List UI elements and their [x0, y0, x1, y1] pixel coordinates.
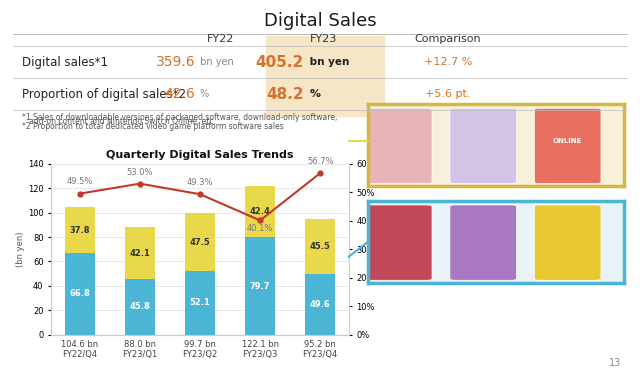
Y-axis label: (bn yen): (bn yen) — [16, 231, 25, 267]
Text: 405.2: 405.2 — [256, 55, 304, 70]
FancyBboxPatch shape — [450, 108, 516, 183]
Text: 52.1: 52.1 — [189, 298, 211, 308]
Text: 49.5%: 49.5% — [67, 177, 93, 186]
FancyBboxPatch shape — [534, 205, 601, 280]
Title: Quarterly Digital Sales Trends: Quarterly Digital Sales Trends — [106, 150, 294, 160]
Text: 49.6: 49.6 — [310, 300, 331, 309]
Text: bn yen: bn yen — [306, 57, 349, 67]
Bar — [245, 186, 275, 237]
Text: Comparison: Comparison — [415, 34, 481, 44]
Text: 53.0%: 53.0% — [127, 167, 153, 176]
Text: 40.1%: 40.1% — [247, 224, 273, 233]
Bar — [65, 207, 95, 253]
Text: ONLINE: ONLINE — [553, 138, 582, 144]
Text: 49.3%: 49.3% — [187, 178, 213, 187]
Bar — [185, 271, 215, 335]
Text: Digital sales*1: Digital sales*1 — [22, 56, 108, 68]
Text: FY22: FY22 — [207, 34, 234, 44]
Text: Digital Sales: Digital Sales — [264, 12, 376, 30]
Text: %: % — [306, 89, 321, 99]
FancyBboxPatch shape — [534, 108, 601, 183]
Text: %: % — [197, 89, 209, 99]
Text: 42.4: 42.4 — [250, 207, 271, 216]
Text: +12.7 %: +12.7 % — [424, 57, 472, 67]
Text: 37.8: 37.8 — [70, 225, 90, 235]
Text: 48.2: 48.2 — [266, 87, 304, 102]
Text: 56.7%: 56.7% — [307, 157, 333, 166]
Text: 45.8: 45.8 — [129, 302, 150, 311]
Text: 359.6: 359.6 — [156, 55, 195, 69]
FancyBboxPatch shape — [365, 108, 432, 183]
Text: Proportion of digital sales*2: Proportion of digital sales*2 — [22, 88, 186, 100]
Bar — [305, 219, 335, 274]
Text: 45.5: 45.5 — [310, 242, 331, 251]
Text: +5.6 pt.: +5.6 pt. — [425, 89, 471, 99]
Text: *2 Proportion to total dedicated video game platform software sales: *2 Proportion to total dedicated video g… — [22, 122, 284, 131]
Text: 47.5: 47.5 — [189, 238, 211, 247]
Text: 66.8: 66.8 — [69, 289, 90, 298]
Bar — [65, 253, 95, 335]
Bar — [125, 279, 155, 335]
Bar — [125, 227, 155, 279]
Text: *1 Sales of downloadable versions of packaged software, download-only software,: *1 Sales of downloadable versions of pac… — [22, 113, 338, 122]
Bar — [305, 274, 335, 335]
Text: 42.1: 42.1 — [129, 248, 150, 257]
Bar — [245, 237, 275, 335]
Text: bn yen: bn yen — [197, 57, 234, 67]
FancyBboxPatch shape — [365, 205, 432, 280]
Bar — [185, 213, 215, 271]
Text: 42.6: 42.6 — [164, 87, 195, 101]
Text: FY23: FY23 — [310, 34, 337, 44]
Text: add-on content and Nintendo Switch Online, etc.: add-on content and Nintendo Switch Onlin… — [22, 117, 216, 126]
Text: 79.7: 79.7 — [250, 282, 270, 291]
Text: 13: 13 — [609, 358, 621, 368]
FancyBboxPatch shape — [450, 205, 516, 280]
